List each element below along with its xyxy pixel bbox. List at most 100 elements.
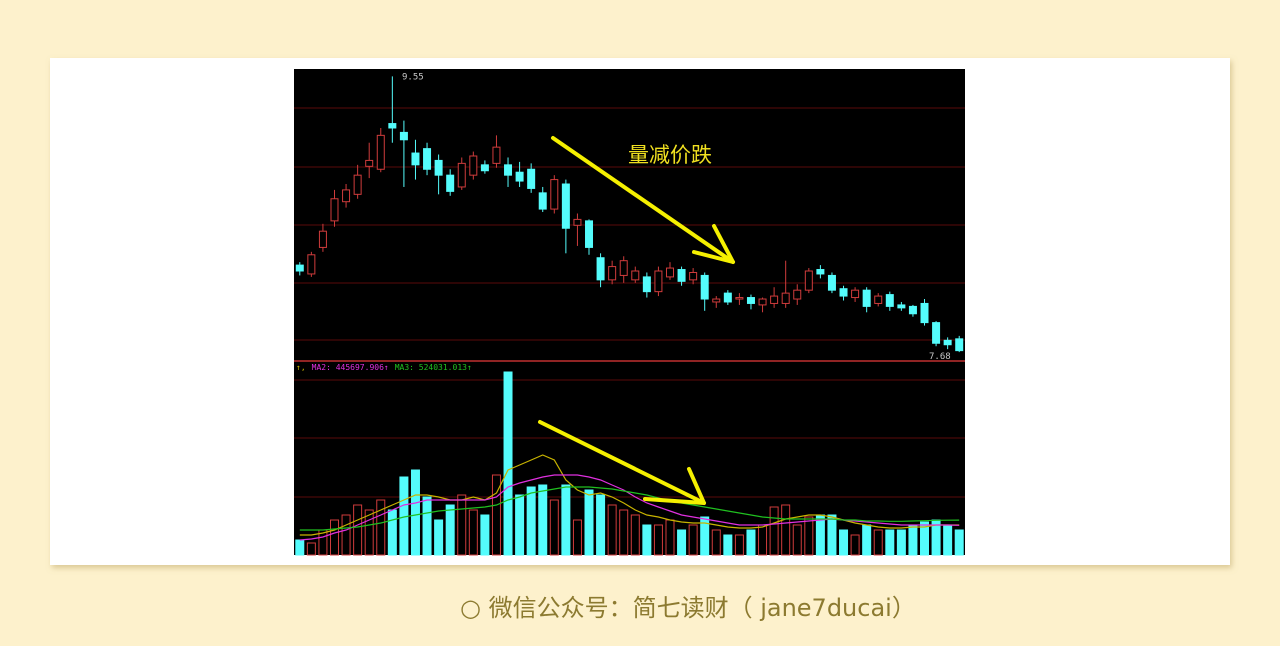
ma-line	[299, 486, 960, 531]
volume-bar	[364, 509, 374, 556]
candle-body	[411, 152, 420, 166]
volume-bar	[306, 542, 316, 556]
ma-line	[299, 454, 960, 536]
candle-body	[469, 155, 478, 176]
candle-body	[862, 289, 871, 307]
volume-bar	[920, 521, 930, 556]
legend-entry: ↑,	[296, 363, 306, 372]
volume-bar	[295, 539, 305, 556]
volume-bar	[885, 529, 895, 556]
volume-bar	[422, 496, 432, 556]
candle-body	[781, 292, 790, 304]
volume-bar	[758, 524, 768, 556]
candle-body	[515, 171, 524, 182]
low-label: 7.68	[929, 352, 951, 362]
candle-body	[885, 294, 894, 307]
candle-body	[388, 123, 397, 129]
volume-bar	[572, 519, 582, 556]
volume-bar	[329, 519, 339, 556]
volume-bar	[815, 514, 825, 556]
candle-body	[689, 271, 698, 281]
volume-bar	[387, 509, 397, 556]
volume-bar	[665, 519, 675, 556]
candle-body	[376, 134, 385, 170]
arrow	[551, 136, 735, 264]
volume-bar	[896, 529, 906, 556]
annotation: 量减价跌	[628, 143, 712, 167]
candle-body	[492, 146, 501, 164]
volume-bar	[723, 534, 733, 556]
candle-body	[943, 339, 952, 346]
volume-bar	[549, 499, 559, 556]
volume-bar	[862, 524, 872, 556]
volume-bar	[561, 484, 571, 556]
candle-body	[712, 298, 721, 303]
candle-body	[758, 298, 767, 306]
candle-body	[538, 192, 547, 210]
candle-body	[353, 174, 362, 195]
candle-body	[596, 257, 605, 281]
candle-body	[446, 174, 455, 192]
candle-body	[631, 270, 640, 281]
volume-bar	[353, 504, 363, 556]
volume-bar	[781, 504, 791, 556]
volume-bar	[688, 524, 698, 556]
arrow	[538, 420, 706, 505]
candle-body	[723, 292, 732, 303]
volume-bar	[503, 371, 513, 556]
candle-body	[746, 297, 755, 304]
candle-body	[619, 260, 628, 276]
volume-bar	[468, 509, 478, 556]
candle-body	[908, 305, 917, 315]
candle-body	[585, 220, 594, 248]
volume-bar	[711, 529, 721, 556]
candle-body	[550, 179, 559, 210]
volume-bar	[943, 524, 953, 556]
candle-body	[793, 289, 802, 300]
volume-bar	[376, 499, 386, 556]
candle-body	[851, 289, 860, 299]
candle-body	[932, 322, 941, 344]
volume-bar	[607, 504, 617, 556]
candle-body	[920, 302, 929, 324]
plot: ↑, MA2: 445697.906↑ MA3: 524031.013↑	[295, 76, 964, 556]
volume-bar	[908, 524, 918, 556]
volume-bar	[873, 529, 883, 556]
legend-entry: MA2: 445697.906↑	[312, 363, 389, 372]
volume-bar	[630, 514, 640, 556]
arrow-head	[692, 224, 735, 264]
volume-bar	[480, 514, 490, 556]
volume-bar	[653, 524, 663, 556]
volume-bar	[700, 516, 710, 556]
candle-body	[342, 189, 351, 203]
candle-body	[839, 288, 848, 297]
candle-body	[457, 162, 466, 188]
candle-body	[700, 274, 709, 300]
volume-bar	[457, 494, 467, 556]
candle-body	[399, 131, 408, 141]
high-label: 9.55	[402, 72, 424, 82]
volume-bar	[434, 519, 444, 556]
footer: ○ 微信公众号：简七读财（ jane7ducai）	[460, 594, 916, 622]
candle-body	[654, 270, 663, 293]
candle-body	[330, 198, 339, 222]
volume-bar	[526, 486, 536, 556]
candle-body	[816, 269, 825, 275]
candle-body	[480, 164, 489, 172]
candle-body	[295, 264, 304, 272]
volume-bar	[584, 489, 594, 556]
volume-bar	[827, 514, 837, 556]
legend-entry: MA3: 524031.013↑	[395, 363, 472, 372]
candle-body	[955, 338, 964, 352]
candle-body	[573, 218, 582, 226]
volume-bar	[746, 529, 756, 556]
volume-bar	[619, 509, 629, 556]
candle-body	[365, 159, 374, 167]
candle-body	[735, 297, 744, 300]
volume-bar	[341, 514, 351, 556]
arrows	[538, 136, 735, 505]
volume-bar	[515, 494, 525, 556]
candle-body	[642, 276, 651, 293]
volume-bar	[769, 506, 779, 556]
